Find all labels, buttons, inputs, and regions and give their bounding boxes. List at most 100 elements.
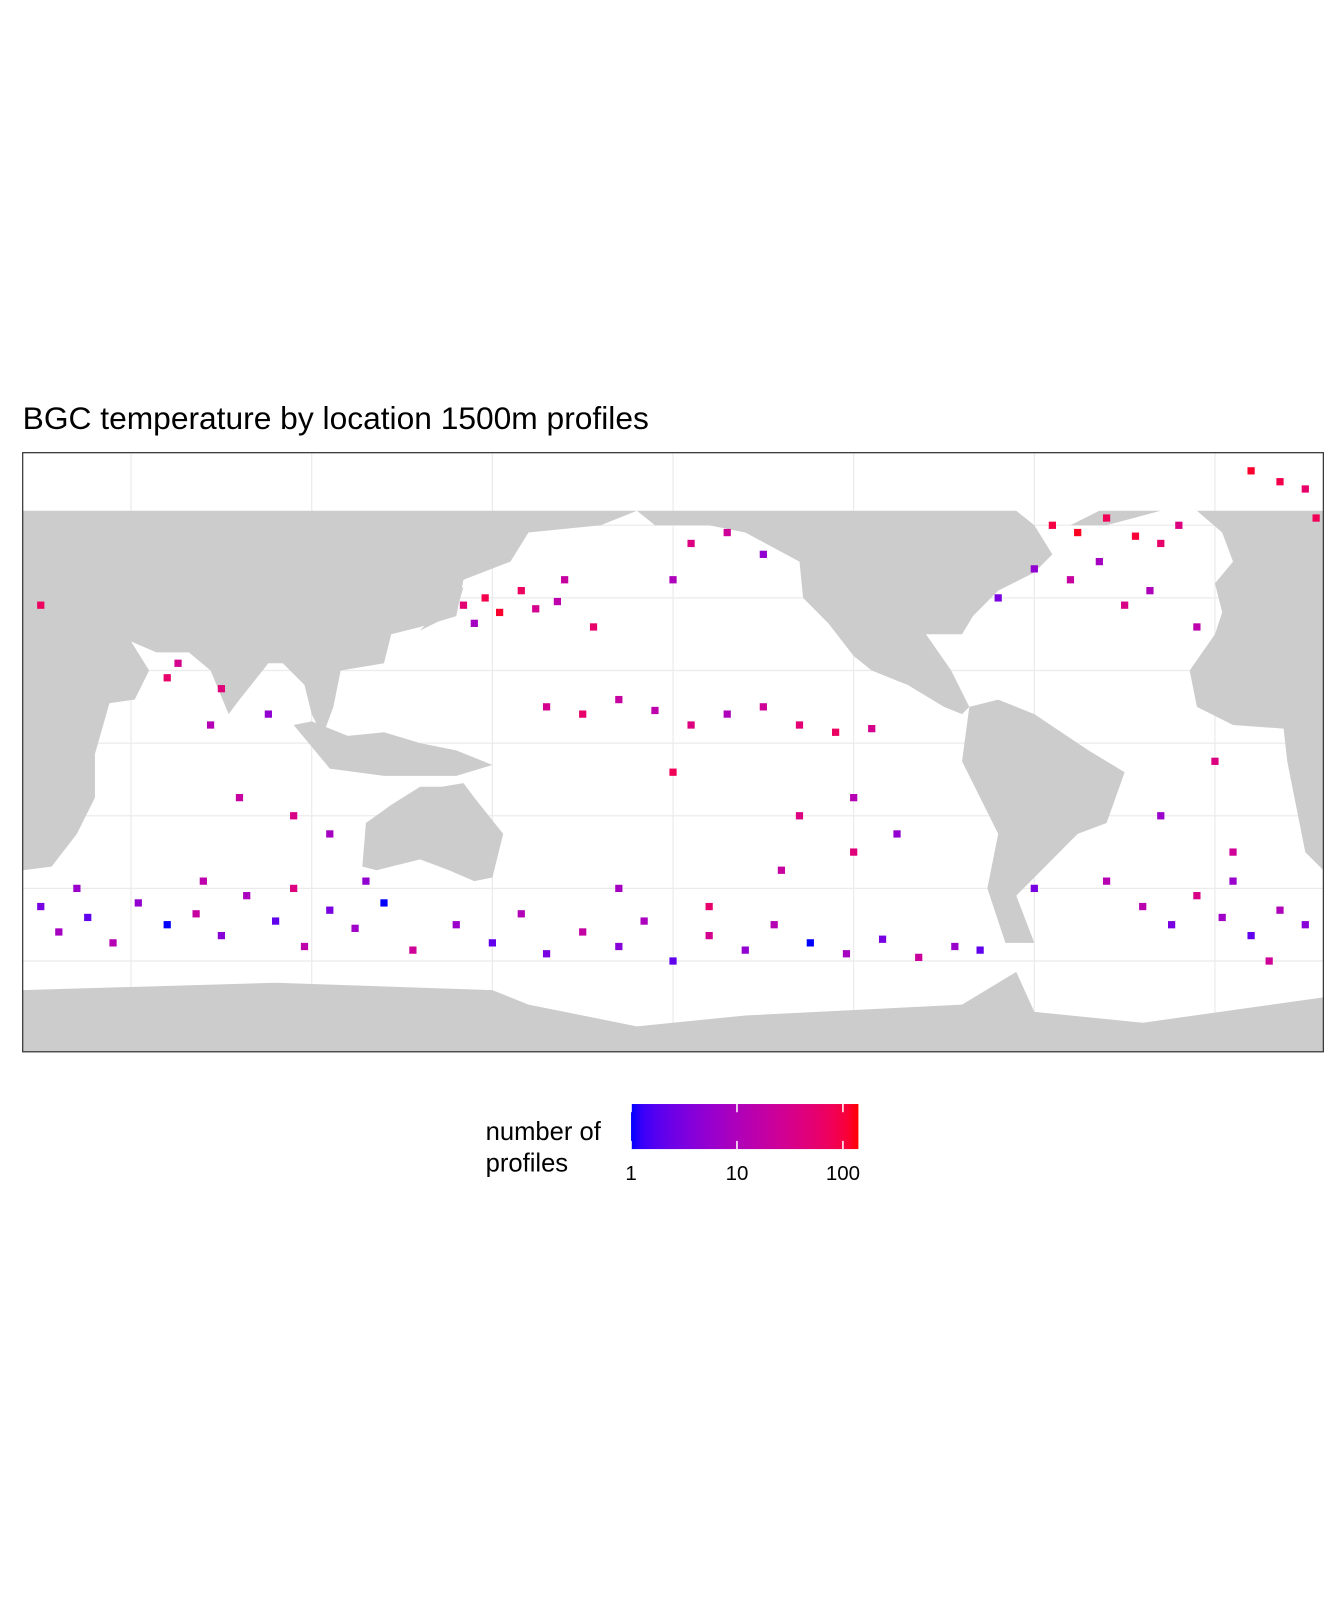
tile bbox=[163, 921, 171, 929]
tile bbox=[1218, 913, 1226, 922]
tile bbox=[290, 884, 298, 893]
tile bbox=[741, 946, 749, 954]
map-panel bbox=[22, 452, 1324, 1052]
tile bbox=[1211, 757, 1219, 765]
tile bbox=[174, 659, 182, 667]
tile bbox=[806, 939, 814, 947]
tile bbox=[1193, 892, 1201, 900]
tile bbox=[553, 597, 562, 606]
tile bbox=[517, 910, 525, 918]
tile bbox=[579, 710, 587, 718]
tile bbox=[542, 703, 551, 711]
tile bbox=[1276, 906, 1284, 914]
tile bbox=[380, 899, 388, 907]
tile bbox=[723, 528, 731, 537]
tile bbox=[770, 921, 778, 929]
tile bbox=[669, 768, 677, 776]
tile bbox=[1074, 528, 1082, 537]
tile bbox=[326, 906, 334, 914]
tile bbox=[459, 601, 468, 609]
tile bbox=[589, 623, 598, 631]
tile bbox=[1102, 877, 1111, 885]
tile bbox=[517, 587, 525, 595]
tile bbox=[37, 902, 45, 911]
tile bbox=[868, 724, 876, 733]
tile bbox=[84, 913, 92, 922]
tile bbox=[351, 924, 359, 932]
tile bbox=[495, 608, 504, 617]
tile bbox=[878, 935, 887, 943]
tile bbox=[452, 921, 460, 929]
tile bbox=[1146, 587, 1154, 595]
tile bbox=[669, 576, 677, 584]
tile bbox=[326, 830, 334, 838]
land bbox=[1189, 510, 1324, 871]
land bbox=[1070, 510, 1161, 526]
land bbox=[962, 699, 1125, 943]
tile bbox=[687, 721, 695, 729]
tile bbox=[532, 605, 540, 613]
tile bbox=[37, 601, 45, 609]
tile bbox=[1102, 514, 1111, 522]
tile bbox=[362, 877, 370, 885]
tile bbox=[1030, 565, 1038, 573]
chart-title: BGC temperature by location 1500m profil… bbox=[23, 400, 649, 436]
tile bbox=[488, 939, 496, 947]
land bbox=[22, 510, 637, 871]
tile bbox=[134, 899, 142, 907]
tile bbox=[481, 594, 489, 602]
tile bbox=[1312, 514, 1320, 522]
tile bbox=[994, 594, 1002, 602]
tile bbox=[217, 931, 226, 940]
tile bbox=[109, 939, 117, 947]
land bbox=[636, 510, 1053, 715]
tile bbox=[976, 946, 984, 954]
colorbar-label: 10 bbox=[726, 1162, 749, 1185]
tile bbox=[1229, 877, 1237, 885]
tile bbox=[1121, 601, 1129, 609]
tile bbox=[264, 710, 272, 718]
tile bbox=[615, 942, 623, 951]
tile bbox=[1276, 478, 1284, 486]
tile bbox=[723, 710, 731, 718]
legend: 1 10 100 number of profiles bbox=[486, 1104, 860, 1185]
tile bbox=[1167, 921, 1176, 929]
tile bbox=[542, 950, 551, 958]
tile bbox=[73, 884, 81, 893]
tile bbox=[243, 892, 251, 900]
colorbar-label: 1 bbox=[625, 1162, 636, 1185]
tile bbox=[831, 728, 840, 736]
tile bbox=[795, 812, 804, 820]
tile bbox=[561, 576, 569, 584]
legend-title: number of profiles bbox=[486, 1118, 602, 1178]
tile bbox=[1095, 557, 1103, 566]
tile bbox=[842, 950, 851, 958]
tile bbox=[915, 953, 923, 962]
tile bbox=[1157, 539, 1165, 548]
tile bbox=[55, 928, 63, 936]
tile bbox=[759, 550, 767, 558]
land bbox=[293, 721, 493, 776]
tile bbox=[669, 957, 677, 965]
tile bbox=[163, 674, 171, 682]
tile bbox=[1301, 485, 1309, 493]
tile bbox=[235, 793, 244, 802]
panel-border bbox=[22, 452, 1324, 1053]
tile bbox=[850, 848, 858, 856]
tile bbox=[1247, 467, 1255, 475]
tile bbox=[850, 793, 858, 802]
tile bbox=[615, 884, 623, 893]
tile bbox=[192, 910, 200, 918]
tile bbox=[579, 928, 587, 936]
tile bbox=[893, 830, 901, 838]
tile bbox=[1265, 957, 1273, 965]
tile bbox=[640, 917, 648, 925]
tile bbox=[1066, 576, 1075, 584]
tile bbox=[1301, 921, 1309, 929]
tile bbox=[271, 917, 280, 925]
tile bbox=[1157, 812, 1165, 820]
tile bbox=[470, 619, 478, 627]
tile bbox=[217, 685, 226, 693]
